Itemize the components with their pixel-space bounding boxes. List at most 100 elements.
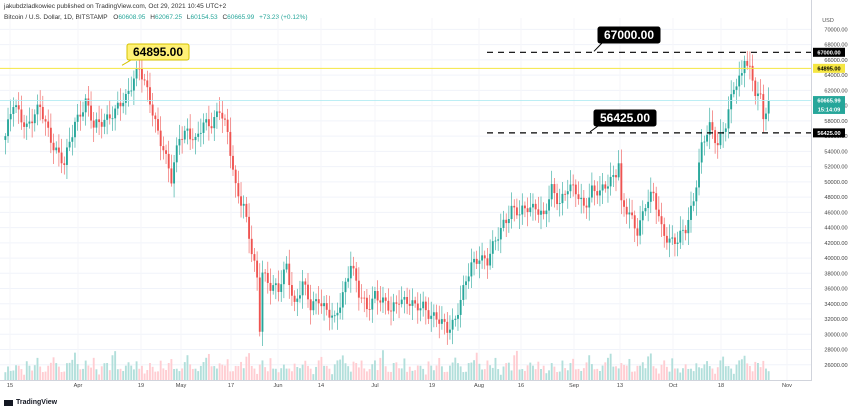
candle-body	[649, 191, 652, 202]
candle-body	[95, 119, 98, 128]
volume-bar	[9, 370, 12, 380]
candle-body	[352, 265, 355, 269]
x-tick-label: Sep	[569, 383, 579, 389]
volume-bar	[256, 373, 259, 380]
volume-bar	[475, 352, 478, 380]
candle-body	[60, 152, 63, 164]
candle-body	[532, 203, 534, 208]
volume-bar	[607, 357, 609, 380]
volume-bar	[33, 365, 36, 380]
candle-body	[609, 176, 612, 187]
volume-bar	[454, 357, 457, 380]
candle-body	[382, 297, 384, 303]
candle-body	[513, 205, 516, 208]
candle-body	[264, 272, 267, 274]
candle-body	[757, 93, 759, 97]
volume-bar	[545, 373, 548, 380]
volume-bar	[98, 374, 101, 380]
volume-bar	[580, 370, 583, 380]
volume-bar	[170, 359, 173, 380]
candle-body	[564, 193, 567, 195]
volume-bar	[449, 365, 451, 380]
symbol-label: Bitcoin / U.S. Dollar, 1D, BITSTAMP	[4, 14, 108, 21]
candle-body	[625, 206, 628, 215]
volume-bar	[481, 369, 484, 380]
candle-body	[422, 301, 425, 309]
candle-body	[299, 295, 301, 299]
candle-body	[435, 312, 438, 320]
callout-pointer	[593, 42, 603, 52]
candle-body	[714, 130, 717, 144]
volume-bar	[422, 368, 425, 380]
candle-body	[748, 65, 751, 67]
candle-body	[692, 201, 695, 206]
candle-body	[593, 185, 596, 192]
y-tick-label: 66000.00	[824, 58, 847, 64]
volume-bar	[414, 370, 417, 380]
x-tick-label: 17	[228, 383, 234, 389]
candle-body	[357, 280, 360, 298]
candle-body	[398, 303, 400, 305]
volume-bar	[323, 365, 325, 380]
volume-bar	[215, 368, 218, 380]
candle-body	[282, 269, 285, 285]
volume-bar	[36, 357, 39, 380]
volume-bar	[609, 353, 612, 380]
volume-bar	[15, 365, 17, 380]
candle-body	[432, 312, 435, 316]
candle-body	[17, 105, 20, 110]
candle-body	[529, 207, 532, 213]
volume-bar	[76, 364, 79, 380]
callout-label: 56425.00	[600, 111, 650, 125]
candle-body	[106, 114, 109, 120]
volume-bar	[213, 366, 216, 380]
candle-body	[765, 113, 767, 120]
volume-bar	[28, 365, 31, 380]
volume-bar	[596, 368, 599, 380]
candle-body	[647, 201, 650, 209]
candle-body	[325, 303, 328, 310]
volume-bar	[628, 358, 631, 380]
volume-bar	[625, 365, 628, 380]
candle-body	[224, 118, 226, 120]
candle-body	[623, 200, 625, 207]
volume-bar	[344, 363, 347, 380]
volume-bar	[639, 365, 642, 380]
volume-bar	[534, 369, 537, 380]
volume-bar	[68, 362, 71, 380]
volume-bar	[572, 358, 575, 380]
y-tick-label: 44000.00	[824, 226, 847, 232]
candle-body	[127, 90, 130, 94]
volume-bar	[290, 371, 293, 380]
candle-body	[347, 278, 350, 282]
volume-bar	[633, 371, 636, 380]
volume-bar	[523, 370, 526, 380]
candle-body	[333, 315, 336, 317]
volume-bar	[582, 368, 585, 380]
x-tick-label: 19	[138, 383, 144, 389]
candle-body	[724, 128, 727, 132]
volume-bar	[49, 362, 52, 380]
volume-bar	[467, 363, 470, 380]
candle-body	[199, 132, 202, 134]
volume-bar	[60, 371, 63, 380]
volume-bar	[154, 371, 157, 380]
candle-body	[360, 297, 363, 299]
candle-body	[33, 114, 36, 124]
volume-bar	[740, 359, 743, 380]
candle-body	[754, 80, 757, 97]
volume-bar	[719, 360, 722, 380]
volume-bar	[558, 371, 561, 380]
volume-bar	[138, 368, 141, 380]
candle-body	[371, 298, 374, 310]
volume-bar	[23, 374, 26, 380]
volume-bar	[518, 369, 521, 380]
volume-bar	[724, 366, 727, 380]
volume-bar	[408, 366, 411, 380]
candle-body	[44, 119, 47, 122]
candle-body	[215, 111, 218, 118]
candle-body	[384, 297, 387, 301]
volume-bar	[738, 360, 741, 380]
